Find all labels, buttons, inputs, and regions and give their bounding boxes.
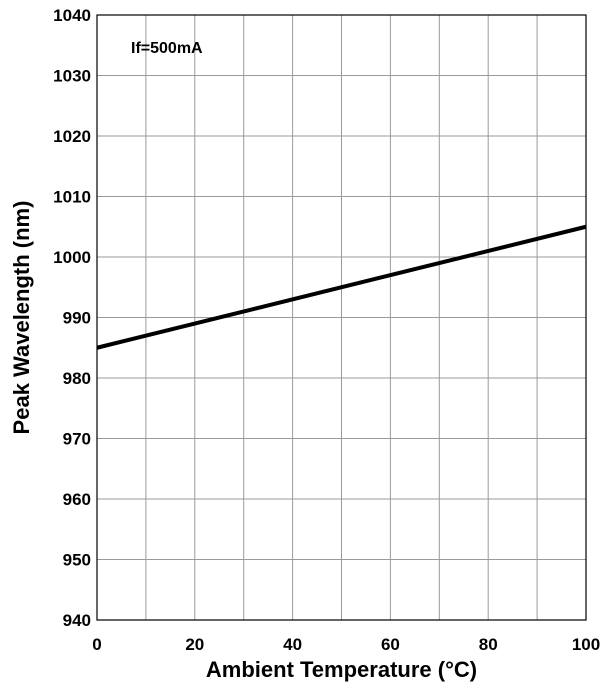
y-tick-label: 950 — [63, 551, 91, 570]
y-tick-label: 1020 — [53, 127, 91, 146]
condition-annotation: If=500mA — [131, 40, 203, 57]
y-tick-label: 980 — [63, 369, 91, 388]
x-tick-label: 60 — [381, 635, 400, 654]
series-lines — [96, 224, 587, 350]
y-tick-labels: 940 950 960 970 980 990 1000 1010 1020 1030 1040 — [53, 6, 91, 630]
series-line — [96, 224, 587, 350]
x-tick-label: 80 — [479, 635, 498, 654]
y-tick-label: 1010 — [53, 188, 91, 207]
plot-frame — [96, 14, 587, 621]
y-tick-label: 960 — [63, 490, 91, 509]
x-tick-labels: 0 20 40 60 80 100 — [92, 635, 600, 654]
y-tick-label: 940 — [63, 611, 91, 630]
x-axis-title: Ambient Temperature (°C) — [206, 657, 477, 682]
y-axis-title: Peak Wavelength (nm) — [9, 201, 34, 435]
y-tick-label: 970 — [63, 430, 91, 449]
y-tick-label: 1030 — [53, 67, 91, 86]
y-tick-label: 990 — [63, 309, 91, 328]
x-tick-label: 0 — [92, 635, 101, 654]
x-tick-label: 20 — [185, 635, 204, 654]
grid — [96, 14, 587, 621]
y-tick-label: 1040 — [53, 6, 91, 25]
x-tick-label: 100 — [572, 635, 600, 654]
x-tick-label: 40 — [283, 635, 302, 654]
y-tick-label: 1000 — [53, 248, 91, 267]
